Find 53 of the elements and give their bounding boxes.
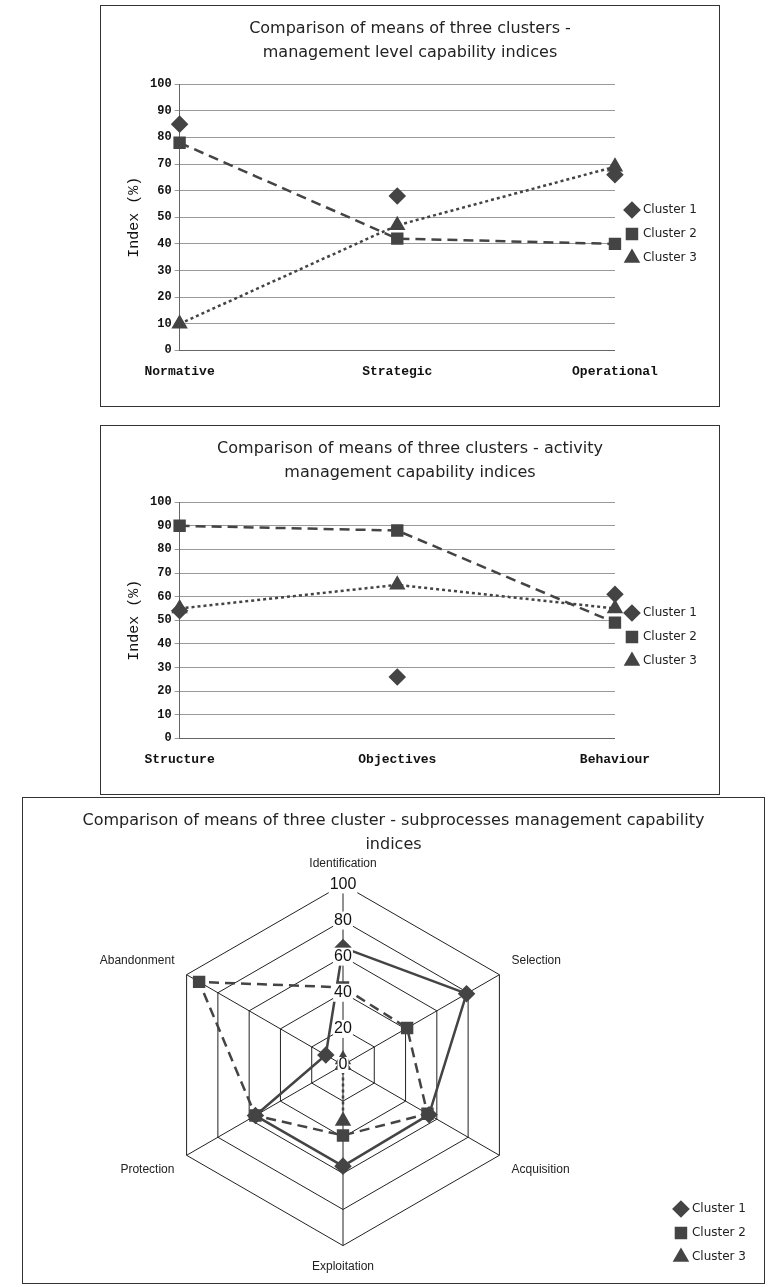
y-tick-label: 20 <box>157 290 172 305</box>
x-tick-label: Objectives <box>358 752 437 768</box>
y-tick-label: 50 <box>157 210 172 225</box>
legend-label: Cluster 1 <box>691 1201 747 1216</box>
spoke-label: Exploitation <box>311 1259 375 1274</box>
y-tick-label: 60 <box>157 589 172 604</box>
y-tick-label: 100 <box>149 77 172 92</box>
y-tick-label: 20 <box>157 684 172 699</box>
y-tick-label: 100 <box>329 874 357 892</box>
y-tick-label: 10 <box>157 316 172 331</box>
y-axis-title: Index (%) <box>125 176 143 258</box>
chart-title: Comparison of means of three cluster - subprocesses management capability indices <box>81 809 706 855</box>
y-tick-label: 40 <box>157 236 172 251</box>
legend-label: Cluster 3 <box>691 1249 747 1264</box>
y-tick-label: 70 <box>157 157 172 172</box>
y-tick-label: 30 <box>157 263 172 278</box>
spoke-label: Protection <box>120 1161 175 1176</box>
legend-label: Cluster 2 <box>691 1225 747 1240</box>
y-tick-label: 50 <box>157 613 172 628</box>
spoke-label: Acquisition <box>511 1161 570 1176</box>
y-tick-label: 100 <box>149 495 172 510</box>
legend-label: Cluster 3 <box>642 653 698 668</box>
x-tick-label: Behaviour <box>579 752 651 768</box>
y-tick-label: 0 <box>164 343 172 358</box>
legend-label: Cluster 2 <box>642 629 698 644</box>
spoke-label: Identification <box>309 855 377 870</box>
y-tick-label: 90 <box>157 518 172 533</box>
x-tick-label: Operational <box>572 364 659 380</box>
y-tick-label: 80 <box>334 910 352 928</box>
chart-title: Comparison of means of three clusters - activity management capability indices <box>216 437 604 483</box>
y-tick-label: 80 <box>157 542 172 557</box>
y-tick-label: 20 <box>334 1019 352 1037</box>
y-tick-label: 60 <box>157 183 172 198</box>
x-tick-label: Strategic <box>362 364 433 380</box>
y-tick-label: 40 <box>157 636 172 651</box>
spoke-label: Selection <box>511 952 561 967</box>
y-tick-label: 90 <box>157 103 172 118</box>
spoke-label: Abandonment <box>99 952 176 967</box>
x-tick-label: Normative <box>144 364 215 380</box>
y-tick-label: 40 <box>334 983 352 1001</box>
legend-label: Cluster 2 <box>642 226 698 241</box>
x-tick-label: Structure <box>144 752 215 768</box>
y-tick-label: 70 <box>157 566 172 581</box>
y-tick-label: 30 <box>157 660 172 675</box>
legend-label: Cluster 1 <box>642 605 698 620</box>
y-axis-title: Index (%) <box>125 579 143 661</box>
y-tick-label: 10 <box>157 707 172 722</box>
chart-title: Comparison of means of three clusters - management level capability indices <box>248 17 572 63</box>
y-tick-label: 60 <box>334 947 352 965</box>
legend-label: Cluster 3 <box>642 250 698 265</box>
y-tick-label: 80 <box>157 130 172 145</box>
legend-label: Cluster 1 <box>642 202 698 217</box>
y-tick-label: 0 <box>164 731 172 746</box>
